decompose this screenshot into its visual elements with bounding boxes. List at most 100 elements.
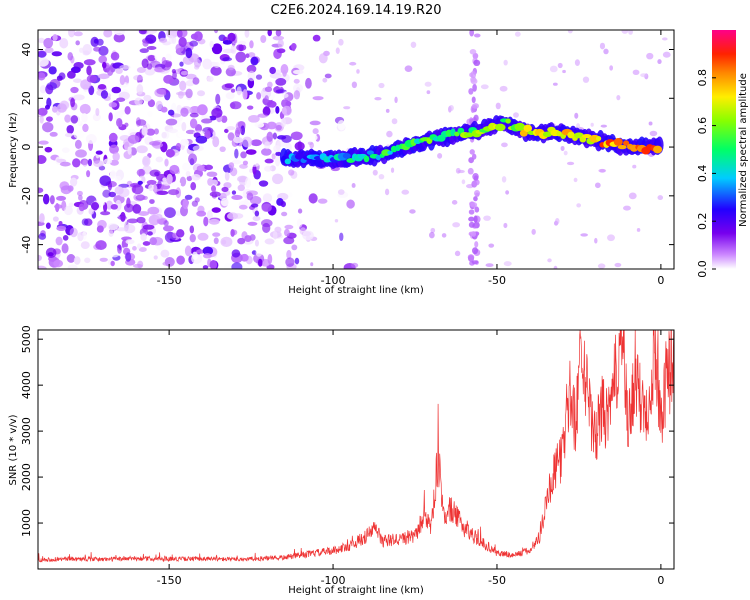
noise-speckle: [59, 161, 71, 167]
noise-speckle: [64, 132, 73, 138]
noise-streak: [473, 114, 479, 122]
noise-speckle: [231, 194, 243, 200]
noise-speckle: [67, 52, 74, 61]
noise-speckle: [600, 124, 607, 128]
noise-speckle: [140, 233, 147, 241]
noise-speckle: [169, 164, 180, 175]
y-tick-label: 0: [20, 144, 33, 151]
noise-speckle: [98, 55, 108, 64]
noise-speckle: [223, 262, 233, 269]
signal-blob: [613, 138, 623, 146]
noise-speckle: [238, 204, 248, 210]
noise-speckle: [230, 229, 235, 237]
noise-speckle: [231, 190, 237, 195]
noise-speckle: [501, 176, 507, 183]
noise-speckle: [70, 86, 79, 94]
noise-speckle: [264, 238, 275, 245]
noise-speckle: [209, 260, 218, 269]
noise-speckle: [192, 77, 200, 85]
noise-speckle: [110, 209, 121, 218]
noise-streak: [472, 52, 479, 60]
signal-blob: [494, 123, 506, 132]
noise-speckle: [97, 84, 107, 90]
noise-speckle: [628, 30, 633, 35]
noise-speckle: [160, 249, 170, 258]
noise-speckle: [78, 194, 83, 201]
noise-speckle: [142, 195, 148, 201]
noise-speckle: [257, 258, 263, 267]
noise-speckle: [83, 59, 96, 66]
noise-speckle: [221, 83, 233, 91]
noise-speckle: [157, 180, 162, 189]
noise-speckle: [609, 65, 614, 71]
noise-speckle: [87, 158, 93, 167]
noise-speckle: [72, 245, 81, 251]
noise-streak: [468, 221, 475, 228]
noise-speckle: [213, 30, 219, 34]
signal-blob: [363, 155, 370, 163]
noise-speckle: [272, 132, 278, 140]
noise-speckle: [202, 246, 214, 256]
noise-streak: [471, 96, 476, 104]
noise-speckle: [275, 78, 287, 86]
noise-speckle: [264, 86, 273, 93]
noise-speckle: [38, 107, 48, 116]
noise-speckle: [285, 257, 295, 268]
noise-speckle: [233, 136, 243, 144]
noise-speckle: [457, 169, 465, 174]
noise-speckle: [566, 161, 575, 166]
noise-streak: [472, 172, 479, 181]
noise-speckle: [240, 253, 249, 262]
noise-speckle: [269, 66, 276, 75]
noise-speckle: [177, 91, 184, 99]
noise-speckle: [186, 175, 193, 182]
noise-speckle: [573, 177, 578, 183]
noise-speckle: [49, 131, 58, 137]
noise-speckle: [184, 245, 192, 257]
noise-speckle: [201, 118, 213, 124]
spectrogram-frame: [37, 29, 675, 270]
noise-speckle: [119, 134, 130, 142]
noise-speckle: [190, 182, 197, 191]
noise-speckle: [149, 60, 161, 68]
noise-speckle: [162, 225, 174, 232]
noise-speckle: [108, 102, 118, 108]
noise-speckle: [334, 218, 339, 223]
noise-speckle: [38, 37, 45, 44]
signal-blob: [387, 150, 393, 155]
noise-speckle: [136, 243, 142, 250]
noise-speckle: [192, 145, 204, 152]
noise-speckle: [275, 151, 282, 157]
noise-speckle: [426, 90, 431, 95]
noise-speckle: [245, 53, 250, 59]
signal-blob: [505, 118, 511, 124]
noise-speckle: [73, 31, 83, 37]
noise-speckle: [182, 198, 189, 210]
x-tick-label: -150: [157, 274, 182, 287]
noise-speckle: [264, 165, 273, 172]
noise-streak: [474, 241, 479, 248]
noise-speckle: [266, 121, 277, 130]
noise-speckle: [179, 61, 184, 67]
noise-speckle: [127, 134, 140, 144]
noise-speckle: [179, 176, 187, 187]
noise-speckle: [552, 82, 558, 86]
signal-blob: [582, 134, 592, 139]
noise-speckle: [193, 31, 203, 42]
noise-speckle: [92, 113, 101, 122]
noise-speckle: [220, 236, 233, 247]
snr-plot-area: [38, 330, 674, 569]
colorbar-tick-label: 0.4: [696, 165, 709, 183]
noise-speckle: [155, 100, 163, 111]
noise-speckle: [310, 262, 314, 267]
noise-speckle: [207, 177, 214, 186]
x-tick-label: -100: [321, 274, 346, 287]
noise-speckle: [109, 144, 119, 155]
noise-speckle: [45, 222, 51, 229]
noise-speckle: [429, 231, 435, 239]
noise-speckle: [132, 246, 137, 251]
noise-speckle: [59, 37, 69, 49]
snr-series-line: [38, 330, 674, 563]
noise-speckle: [147, 231, 153, 236]
noise-speckle: [149, 199, 155, 205]
